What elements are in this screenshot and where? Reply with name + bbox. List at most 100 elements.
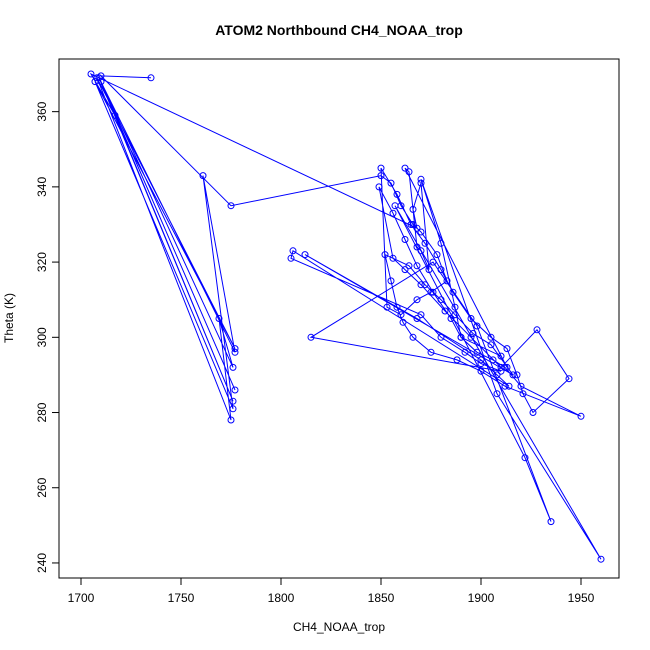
data-point [417, 281, 425, 289]
data-point [473, 322, 481, 330]
data-point [307, 333, 315, 341]
y-axis-label: Theta (K) [2, 293, 16, 343]
data-point [229, 405, 237, 413]
data-point [393, 303, 401, 311]
data-point [413, 262, 421, 270]
data-point [401, 164, 409, 172]
data-point [517, 382, 525, 390]
data-point [87, 70, 95, 78]
x-tick-label: 1700 [68, 591, 95, 605]
data-point [425, 266, 433, 274]
data-point [93, 74, 101, 82]
data-point [413, 224, 421, 232]
data-point [521, 454, 529, 462]
y-tick-label: 340 [35, 177, 49, 197]
data-point [409, 221, 417, 228]
x-axis-label: CH4_NOAA_trop [293, 620, 385, 634]
data-point [417, 179, 425, 187]
y-tick-label: 280 [35, 402, 49, 422]
data-point [231, 345, 239, 353]
data-point [501, 382, 509, 390]
data-point [529, 409, 537, 416]
data-point [477, 367, 485, 375]
data-point [301, 251, 309, 259]
y-tick-label: 320 [35, 252, 49, 272]
data-point [577, 412, 585, 420]
data-point [451, 311, 459, 319]
data-point [473, 348, 481, 356]
data-point [457, 333, 465, 341]
data-point [433, 251, 441, 259]
data-point [405, 168, 413, 176]
data-point [229, 397, 237, 405]
data-point [487, 341, 495, 349]
data-point [427, 348, 435, 356]
data-point [409, 333, 417, 341]
data-point [503, 345, 511, 353]
data-point [413, 243, 421, 251]
data-point [477, 360, 485, 368]
data-point [391, 202, 399, 210]
data-point [453, 356, 461, 364]
data-point [389, 254, 397, 262]
data-point [417, 247, 425, 255]
data-point [227, 202, 235, 210]
data-point [407, 221, 415, 228]
data-point [497, 367, 505, 375]
data-point [597, 555, 605, 563]
data-point [487, 333, 495, 341]
data-point [565, 375, 573, 383]
data-point [231, 348, 239, 356]
chart-title: ATOM2 Northbound CH4_NOAA_trop [215, 22, 463, 38]
data-point [467, 333, 475, 341]
x-tick-label: 1750 [168, 591, 195, 605]
data-point [437, 239, 445, 247]
data-point [229, 363, 237, 371]
x-axis: 1700 1750 1800 1850 1900 1950 [68, 577, 595, 605]
series-line [89, 72, 602, 560]
data-point [289, 247, 297, 255]
data-point [441, 307, 449, 315]
y-tick-label: 240 [35, 553, 49, 573]
data-point [95, 74, 103, 82]
data-point [461, 348, 469, 356]
data-point [97, 78, 105, 86]
data-point [413, 315, 421, 322]
data-point [493, 390, 501, 398]
y-tick-label: 260 [35, 477, 49, 497]
data-point [547, 518, 555, 526]
data-point [397, 311, 405, 319]
data-point [383, 303, 391, 311]
y-tick-label: 360 [35, 101, 49, 121]
data-point [375, 183, 383, 191]
data-point [451, 303, 459, 311]
data-point [393, 190, 401, 198]
data-point [147, 74, 155, 82]
data-point [421, 239, 429, 247]
data-point [489, 356, 497, 364]
data-point [467, 315, 475, 322]
data-point [477, 356, 485, 364]
data-point [513, 371, 521, 379]
data-point [443, 277, 451, 285]
data-point [387, 277, 395, 285]
data-point [227, 416, 235, 424]
data-point [417, 175, 425, 183]
data-point [413, 296, 421, 304]
data-point [437, 296, 445, 304]
data-point [427, 288, 435, 296]
data-point [421, 281, 429, 289]
data-point [509, 371, 517, 379]
data-point [449, 288, 457, 296]
data-point [231, 386, 239, 394]
data-point [405, 262, 413, 270]
data-point [389, 209, 397, 217]
data-point [429, 258, 437, 266]
data-point [381, 251, 389, 259]
data-point [377, 164, 385, 172]
data-point [469, 330, 477, 337]
data-point [199, 172, 207, 180]
x-tick-label: 1900 [468, 591, 495, 605]
